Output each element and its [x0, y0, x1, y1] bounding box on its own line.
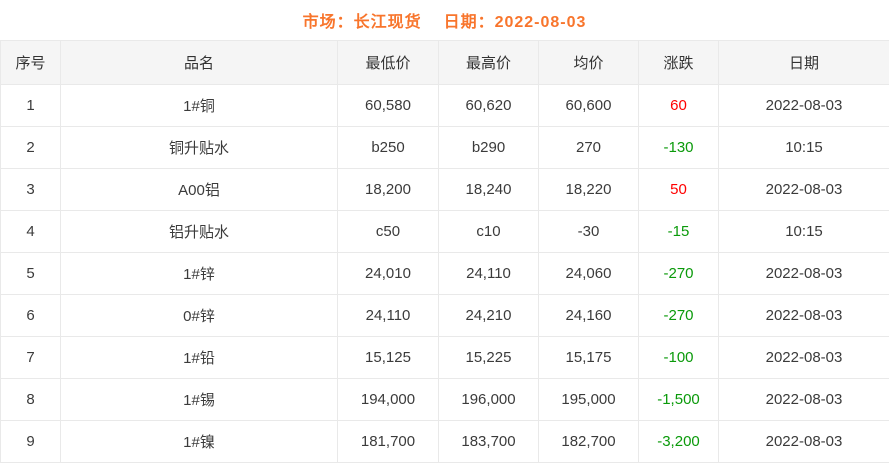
cell-avg-price: 15,175	[538, 336, 639, 379]
cell-index: 3	[0, 168, 61, 211]
cell-date: 10:15	[718, 210, 889, 253]
cell-date: 2022-08-03	[718, 420, 889, 463]
cell-index: 1	[0, 84, 61, 127]
cell-change: 60	[638, 84, 719, 127]
cell-avg-price: 18,220	[538, 168, 639, 211]
cell-high-price: 15,225	[438, 336, 539, 379]
cell-change: -1,500	[638, 378, 719, 421]
cell-low-price: 60,580	[337, 84, 439, 127]
cell-avg-price: 24,060	[538, 252, 639, 295]
cell-product-name: 1#锡	[60, 378, 338, 421]
column-header-date: 日期	[718, 40, 889, 85]
cell-high-price: c10	[438, 210, 539, 253]
table-row: 8 1#锡 194,000 196,000 195,000 -1,500 202…	[0, 378, 889, 421]
cell-high-price: 24,210	[438, 294, 539, 337]
page-title: 市场：长江现货 日期：2022-08-03	[0, 0, 889, 40]
cell-change: -270	[638, 294, 719, 337]
table-row: 2 铜升贴水 b250 b290 270 -130 10:15	[0, 126, 889, 169]
cell-product-name: A00铝	[60, 168, 338, 211]
cell-low-price: b250	[337, 126, 439, 169]
cell-product-name: 铝升贴水	[60, 210, 338, 253]
cell-date: 10:15	[718, 126, 889, 169]
column-header-index: 序号	[0, 40, 61, 85]
cell-date: 2022-08-03	[718, 168, 889, 211]
cell-low-price: 194,000	[337, 378, 439, 421]
cell-date: 2022-08-03	[718, 252, 889, 295]
cell-index: 5	[0, 252, 61, 295]
table-row: 9 1#镍 181,700 183,700 182,700 -3,200 202…	[0, 420, 889, 463]
cell-index: 6	[0, 294, 61, 337]
table-header: 序号 品名 最低价 最高价 均价 涨跌 日期	[0, 40, 889, 85]
cell-low-price: 15,125	[337, 336, 439, 379]
cell-avg-price: 24,160	[538, 294, 639, 337]
column-header-avg: 均价	[538, 40, 639, 85]
cell-date: 2022-08-03	[718, 336, 889, 379]
cell-avg-price: 60,600	[538, 84, 639, 127]
column-header-change: 涨跌	[638, 40, 719, 85]
cell-avg-price: -30	[538, 210, 639, 253]
date-label: 日期：2022-08-03	[443, 14, 587, 31]
cell-high-price: 196,000	[438, 378, 539, 421]
cell-product-name: 1#铜	[60, 84, 338, 127]
cell-high-price: 24,110	[438, 252, 539, 295]
cell-change: -100	[638, 336, 719, 379]
price-table: 序号 品名 最低价 最高价 均价 涨跌 日期 1 1#铜 60,580 60,6…	[0, 40, 889, 463]
table-row: 6 0#锌 24,110 24,210 24,160 -270 2022-08-…	[0, 294, 889, 337]
column-header-low: 最低价	[337, 40, 439, 85]
cell-index: 9	[0, 420, 61, 463]
cell-high-price: 60,620	[438, 84, 539, 127]
cell-high-price: 183,700	[438, 420, 539, 463]
cell-low-price: c50	[337, 210, 439, 253]
table-row: 7 1#铅 15,125 15,225 15,175 -100 2022-08-…	[0, 336, 889, 379]
cell-change: 50	[638, 168, 719, 211]
cell-product-name: 1#镍	[60, 420, 338, 463]
cell-high-price: 18,240	[438, 168, 539, 211]
table-row: 1 1#铜 60,580 60,620 60,600 60 2022-08-03	[0, 84, 889, 127]
cell-change: -270	[638, 252, 719, 295]
table-body: 1 1#铜 60,580 60,620 60,600 60 2022-08-03…	[0, 84, 889, 463]
cell-avg-price: 182,700	[538, 420, 639, 463]
cell-date: 2022-08-03	[718, 84, 889, 127]
cell-date: 2022-08-03	[718, 378, 889, 421]
cell-low-price: 24,010	[337, 252, 439, 295]
cell-low-price: 24,110	[337, 294, 439, 337]
cell-product-name: 1#锌	[60, 252, 338, 295]
cell-index: 4	[0, 210, 61, 253]
column-header-high: 最高价	[438, 40, 539, 85]
table-row: 5 1#锌 24,010 24,110 24,060 -270 2022-08-…	[0, 252, 889, 295]
cell-low-price: 18,200	[337, 168, 439, 211]
cell-change: -3,200	[638, 420, 719, 463]
column-header-product: 品名	[60, 40, 338, 85]
cell-index: 7	[0, 336, 61, 379]
cell-product-name: 1#铅	[60, 336, 338, 379]
cell-product-name: 0#锌	[60, 294, 338, 337]
cell-low-price: 181,700	[337, 420, 439, 463]
cell-index: 2	[0, 126, 61, 169]
cell-avg-price: 270	[538, 126, 639, 169]
table-row: 3 A00铝 18,200 18,240 18,220 50 2022-08-0…	[0, 168, 889, 211]
market-label: 市场：长江现货	[302, 14, 422, 31]
table-row: 4 铝升贴水 c50 c10 -30 -15 10:15	[0, 210, 889, 253]
cell-avg-price: 195,000	[538, 378, 639, 421]
cell-index: 8	[0, 378, 61, 421]
cell-change: -15	[638, 210, 719, 253]
cell-product-name: 铜升贴水	[60, 126, 338, 169]
cell-high-price: b290	[438, 126, 539, 169]
cell-date: 2022-08-03	[718, 294, 889, 337]
cell-change: -130	[638, 126, 719, 169]
header-row: 序号 品名 最低价 最高价 均价 涨跌 日期	[0, 40, 889, 85]
